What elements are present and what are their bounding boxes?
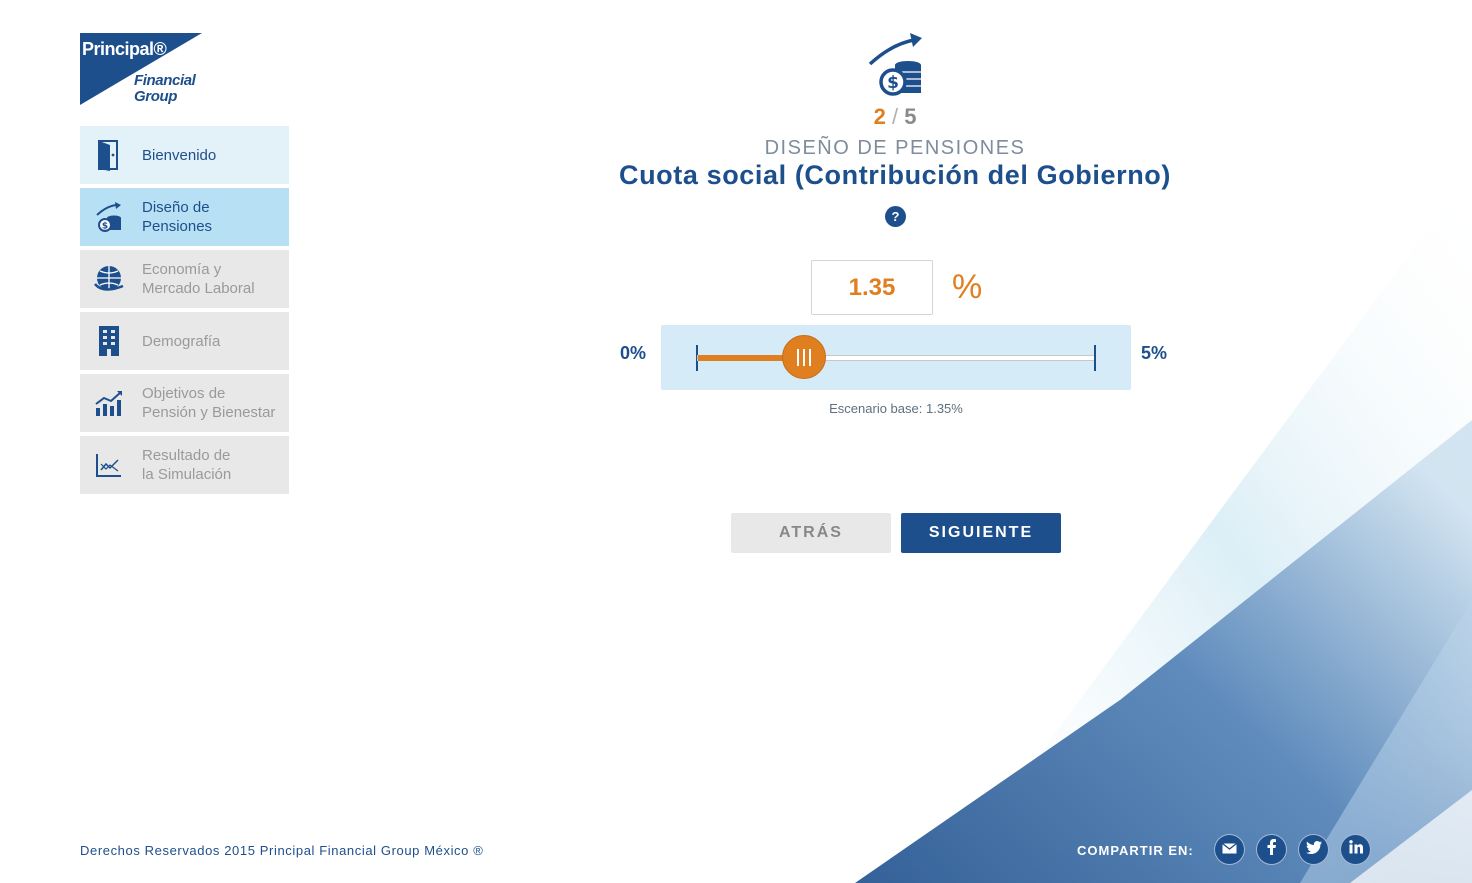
copyright-text: Derechos Reservados 2015 Principal Finan…	[80, 843, 484, 858]
page-title: Cuota social (Contribución del Gobierno)	[618, 160, 1171, 190]
slider-thumb[interactable]	[782, 335, 827, 379]
logo-wordmark: Principal®	[82, 39, 167, 59]
sidebar-item-demografia[interactable]: Demografía	[80, 312, 289, 370]
sidebar-item-label: Objetivos de Pensión y Bienestar	[142, 385, 276, 421]
email-share-button[interactable]	[1214, 834, 1245, 865]
next-button[interactable]: SIGUIENTE	[901, 513, 1061, 553]
facebook-icon	[1267, 839, 1276, 860]
coins-growth-icon: $	[80, 201, 138, 233]
svg-text:$: $	[887, 73, 899, 93]
step-total: 5	[904, 104, 917, 129]
slider-max-label: 5%	[1141, 343, 1168, 363]
slider-max-tick	[1094, 345, 1096, 371]
principal-logo: Principal® Financial Group	[80, 33, 202, 105]
twitter-share-button[interactable]	[1298, 834, 1329, 865]
bar-chart-icon	[80, 390, 138, 416]
sidebar-item-label: Bienvenido	[142, 146, 217, 164]
slider-track[interactable]	[697, 355, 1095, 361]
value-input[interactable]: 1.35	[811, 260, 933, 315]
logo-subtitle: Financial Group	[134, 72, 196, 105]
sidebar-item-label: Diseño de Pensiones	[142, 199, 213, 235]
step-current: 2	[873, 104, 886, 129]
sidebar-item-objetivos[interactable]: Objetivos de Pensión y Bienestar	[80, 374, 289, 432]
coins-growth-icon: $	[866, 32, 926, 98]
sidebar-item-bienvenido[interactable]: Bienvenido	[80, 126, 289, 184]
section-label: DISEÑO DE PENSIONES	[764, 137, 1026, 159]
door-icon	[80, 139, 138, 171]
twitter-icon	[1305, 840, 1322, 859]
step-separator: /	[891, 104, 899, 129]
back-button[interactable]: ATRÁS	[731, 513, 891, 553]
slider-min-label: 0%	[620, 343, 647, 363]
sidebar-item-resultado[interactable]: Resultado de la Simulación	[80, 436, 289, 494]
percent-unit: %	[952, 268, 983, 306]
help-icon[interactable]: ?	[885, 206, 906, 227]
slider-fill	[698, 355, 806, 361]
sidebar-item-label: Economía y Mercado Laboral	[142, 261, 255, 297]
svg-text:$: $	[102, 222, 108, 232]
share-label: COMPARTIR EN:	[1077, 843, 1194, 858]
sidebar-item-label: Demografía	[142, 332, 221, 350]
step-indicator: 2 / 5	[0, 104, 1472, 130]
sidebar-nav: Bienvenido $ Diseño de Pensiones Economí…	[80, 126, 289, 498]
sidebar-item-diseno-pensiones[interactable]: $ Diseño de Pensiones	[80, 188, 289, 246]
sidebar-item-label: Resultado de la Simulación	[142, 447, 232, 483]
base-scenario-text: Escenario base: 1.35%	[829, 401, 963, 416]
linkedin-icon	[1348, 840, 1363, 859]
line-chart-icon	[80, 452, 138, 478]
sidebar-item-economia[interactable]: Economía y Mercado Laboral	[80, 250, 289, 308]
linkedin-share-button[interactable]	[1340, 834, 1371, 865]
facebook-share-button[interactable]	[1256, 834, 1287, 865]
slider-panel	[661, 325, 1131, 390]
building-icon	[80, 325, 138, 357]
globe-icon	[80, 264, 138, 294]
email-icon	[1222, 841, 1237, 859]
